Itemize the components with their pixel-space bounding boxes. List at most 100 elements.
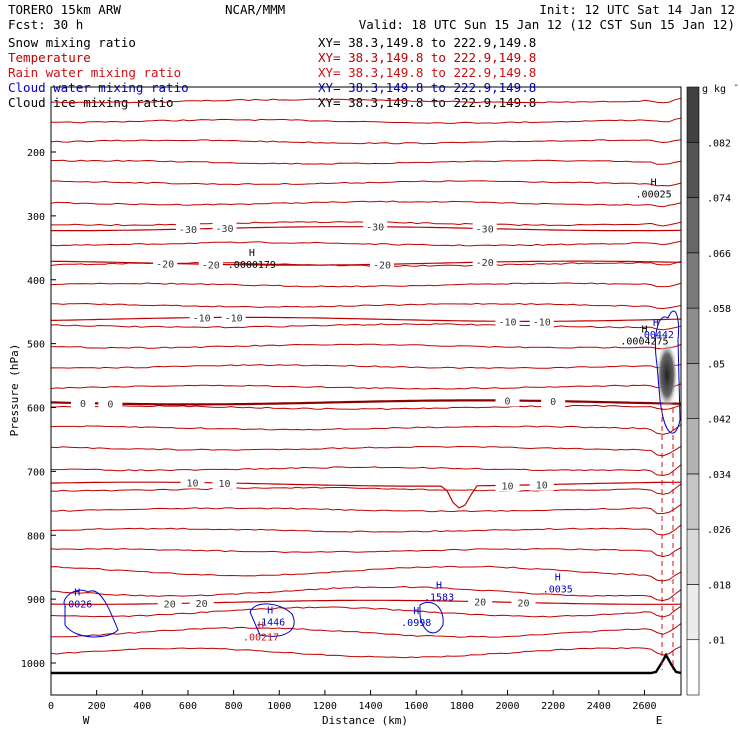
east-label: E [656,714,663,727]
contour-label: -30 [215,224,233,235]
colorbar-segment [686,307,700,364]
contour-label-bg [472,256,497,269]
terrain-line [51,652,681,675]
forecast-hour: Fcst: 30 h [8,17,83,32]
init-time: Init: 12 UTC Sat 14 Jan 12 [539,2,735,17]
temperature-contour-line [51,180,681,187]
colorbar-segment [686,197,700,254]
contour-label-bg [529,478,554,491]
colorbar-segment [686,584,700,641]
contour-label-bg [157,597,182,610]
isotherm-10 [51,481,681,509]
y-tick-label: 700 [27,467,45,478]
field-label-rain: Rain water mixing ratio [8,65,181,80]
temperature-contour-line [51,585,681,602]
contour-label-bg [98,397,123,410]
extremum-value: .1583 [424,593,454,604]
temperature-contour-line [51,445,681,457]
x-tick-label: 1400 [359,701,383,712]
temperature-contour-line [51,260,681,267]
contour-label-bg [495,479,520,492]
contour-label: 20 [196,599,208,610]
contour-label: 20 [164,600,176,611]
y-tick-label: 800 [27,531,45,542]
temperature-contour-line [51,240,681,247]
colorbar-label: .042 [707,415,731,426]
temperature-contour-line [51,159,681,165]
extremum-high-marker: H [267,606,273,617]
colorbar-label: .034 [707,470,731,481]
contour-label: 10 [501,481,513,492]
isotherm-20 [51,599,681,605]
contour-label: 0 [505,397,511,408]
y-tick-label: 1000 [21,659,45,670]
y-tick-label: 400 [27,276,45,287]
colorbar-segment [686,639,700,696]
cloud-features [63,310,681,670]
colorbar-segment [686,252,700,309]
y-axis-label: Pressure (hPa) [8,344,21,437]
colorbar-segment [686,363,700,419]
x-tick-label: 2600 [632,701,656,712]
temperature-contour-line [51,282,681,288]
extremum-value: .0000179 [228,260,276,271]
model-title: TORERO 15km ARW [8,2,121,17]
colorbar-label: .058 [707,304,731,315]
contour-label-bg [511,596,536,609]
y-tick-label: 600 [27,404,45,415]
y-tick-label: 500 [27,340,45,351]
x-tick-label: 1600 [404,701,428,712]
colorbar: .01 .018 .026 .034 .042 .05 .058 .066 .074 .082 g … [686,80,740,696]
temperature-contour-line [51,547,681,558]
colorbar-label: .05 [707,359,725,370]
x-tick-label: 200 [88,701,106,712]
contour-label: 20 [517,599,529,610]
contour-label-bg [212,476,237,489]
colorbar-label: .082 [707,138,731,149]
x-tick-label: 400 [133,701,151,712]
temperature-contour-line [51,605,681,618]
x-tick-label: 0 [48,701,54,712]
extremum-value: .0998 [401,618,431,629]
colorbar-segment [686,528,700,585]
contour-label: -10 [193,314,211,325]
contour-label-bg [198,258,223,271]
colorbar-segment [686,86,700,143]
temperature-contour-line [51,524,681,536]
valid-time: Valid: 18 UTC Sun 15 Jan 12 (12 CST Sun … [359,17,735,32]
field-xy-temperature: XY= 38.3,149.8 to 222.9,149.8 [318,50,536,65]
contour-label: 10 [536,481,548,492]
contour-label-bg [153,257,178,270]
contour-label: 10 [218,479,230,490]
cloud-water-contour [654,310,681,434]
isotherm--10 [51,316,681,322]
cloud-core-shading [656,340,678,410]
colorbar-segment [686,418,700,475]
west-label: W [83,714,90,727]
contour-label: -30 [366,223,384,234]
extremum-value: .0026 [62,600,92,611]
temperature-contour-line [51,424,681,435]
x-tick-label: 2200 [541,701,565,712]
contour-label: 0 [80,399,86,410]
temperature-contour-line [51,623,681,638]
contour-label-bg [221,311,246,324]
contour-label: -20 [202,260,220,271]
extrema-annotations: H.0000179H.00025H.0004275H.00442H.0026H.… [62,178,674,644]
contour-label-bg [369,258,394,271]
field-xy-cloud-ice: XY= 38.3,149.8 to 222.9,149.8 [318,95,536,110]
contour-label: -30 [179,225,197,236]
axes: 0 200 400 600 800 1000 1200 1400 1600 1800 2000 220… [21,86,682,712]
x-tick-label: 1000 [267,701,291,712]
x-axis-label: Distance (km) [322,714,408,727]
contour-label: 0 [107,400,113,411]
contour-label-bg [180,476,205,489]
temperature-contours: 0 0 0 0 -10 -10 -10 -10 -20 -20 -20 -20 -30 -30 -30 -30… [51,97,681,675]
temperature-contour-line [51,302,681,310]
colorbar-label: .026 [707,525,731,536]
contour-label: -20 [156,259,174,270]
extremum-high-marker: H [258,620,264,631]
contour-label: 10 [186,478,198,489]
contour-label-bg [495,394,520,407]
